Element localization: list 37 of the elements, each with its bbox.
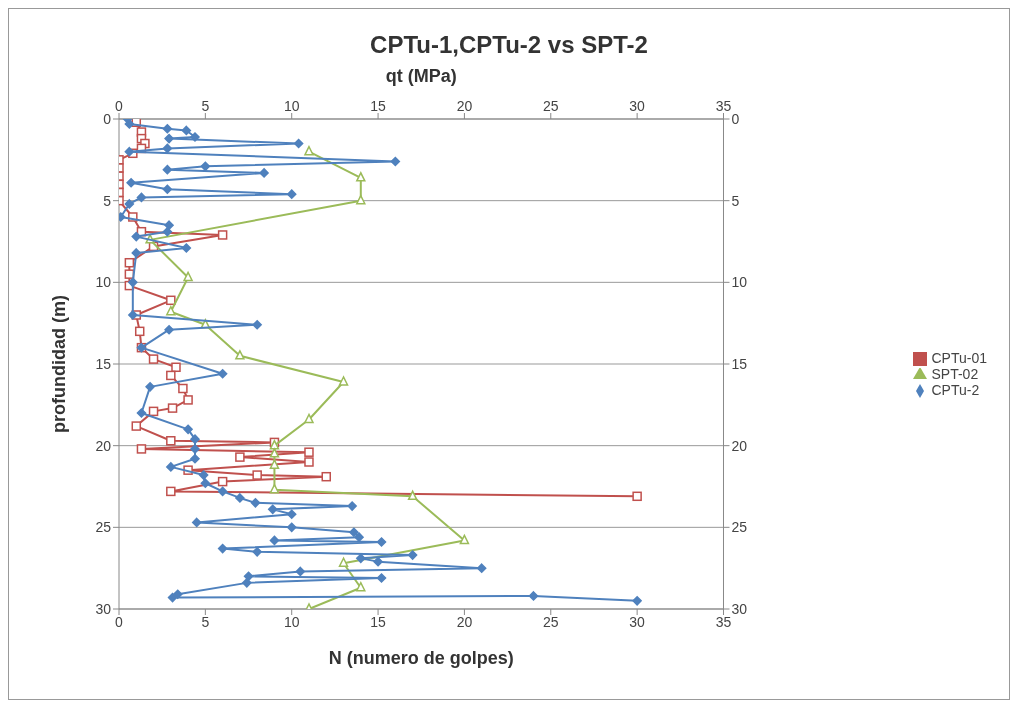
x-tick-label: 35	[715, 613, 732, 630]
x2-tick-label: 25	[542, 98, 559, 114]
y2-tick-label: 30	[731, 600, 748, 617]
y-tick-label: 30	[95, 600, 112, 617]
x-tick-label: 0	[115, 613, 124, 630]
x2-tick-label: 0	[115, 98, 124, 114]
legend-label: CPTu-01	[931, 349, 987, 366]
y2-tick-label: 5	[731, 192, 740, 209]
y2-tick-label: 0	[731, 110, 740, 127]
x-tick-label: 10	[283, 613, 300, 630]
y-tick-label: 0	[103, 110, 112, 127]
x-tick-label: 5	[201, 613, 210, 630]
y-tick-label: 15	[95, 355, 112, 372]
y2-tick-label: 25	[731, 519, 748, 536]
y-tick-label: 20	[95, 437, 112, 454]
x-tick-label: 30	[629, 613, 646, 630]
y2-tick-label: 10	[731, 274, 748, 291]
legend-label: CPTu-2	[931, 382, 980, 399]
y-tick-label: 5	[103, 192, 112, 209]
y-tick-label: 10	[95, 274, 112, 291]
x2-tick-label: 20	[456, 98, 473, 114]
x-tick-label: 25	[542, 613, 559, 630]
x2-axis-title: qt (MPa)	[385, 65, 457, 86]
y-tick-label: 25	[95, 519, 112, 536]
x2-tick-label: 30	[629, 98, 646, 114]
y2-tick-label: 20	[731, 437, 748, 454]
x2-tick-label: 15	[370, 98, 387, 114]
x-axis-title: N (numero de golpes)	[328, 648, 514, 668]
x-tick-label: 15	[370, 613, 387, 630]
legend-label: SPT-02	[931, 365, 979, 382]
chart-title: CPTu-1,CPTu-2 vs SPT-2	[369, 31, 649, 59]
y2-tick-label: 15	[731, 355, 748, 372]
y-axis-title: profundidad (m)	[49, 295, 70, 433]
x2-tick-label: 10	[283, 98, 300, 114]
x-tick-label: 20	[456, 613, 473, 630]
x2-tick-label: 5	[201, 98, 210, 114]
x2-tick-label: 35	[715, 98, 732, 114]
